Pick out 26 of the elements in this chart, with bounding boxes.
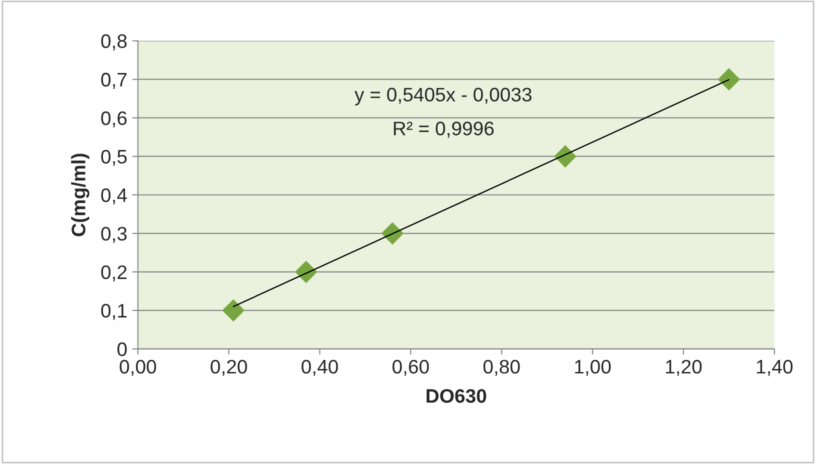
y-tick-label: 0,3 (101, 226, 127, 243)
y-tick-label: 0,1 (101, 304, 127, 320)
x-tick-label: 0,00 (120, 360, 156, 376)
y-tick-label: 0,2 (101, 265, 127, 282)
point (554, 145, 576, 168)
point (294, 260, 318, 284)
x-tick-label: 0,80 (483, 360, 520, 376)
x-tick-label: 0,40 (302, 360, 338, 376)
point (381, 222, 404, 245)
point (222, 299, 245, 322)
annotation: R² = 0,9996 (394, 122, 494, 138)
x-tick-label: 1,20 (666, 360, 702, 376)
y-tick-label: 0,5 (101, 150, 127, 166)
y-tick-label: 0,8 (101, 34, 127, 50)
y-tick-label: 0,4 (101, 188, 127, 204)
x-tick-label: 1,40 (756, 360, 793, 376)
x-axis-title: DO630 (426, 389, 486, 403)
x-tick-label: 0,60 (392, 360, 429, 376)
x-tick-label: 0,20 (210, 360, 247, 376)
y-tick-label: 0 (117, 342, 127, 356)
point (718, 68, 740, 91)
x-tick-label: 1,00 (575, 360, 611, 376)
y-tick-label: 0,7 (101, 72, 127, 89)
annotation: y = 0,5405x - 0,0033 (354, 88, 532, 106)
y-tick-label: 0,6 (101, 111, 127, 128)
y-axis-title: C(mg/ml) (71, 154, 90, 236)
